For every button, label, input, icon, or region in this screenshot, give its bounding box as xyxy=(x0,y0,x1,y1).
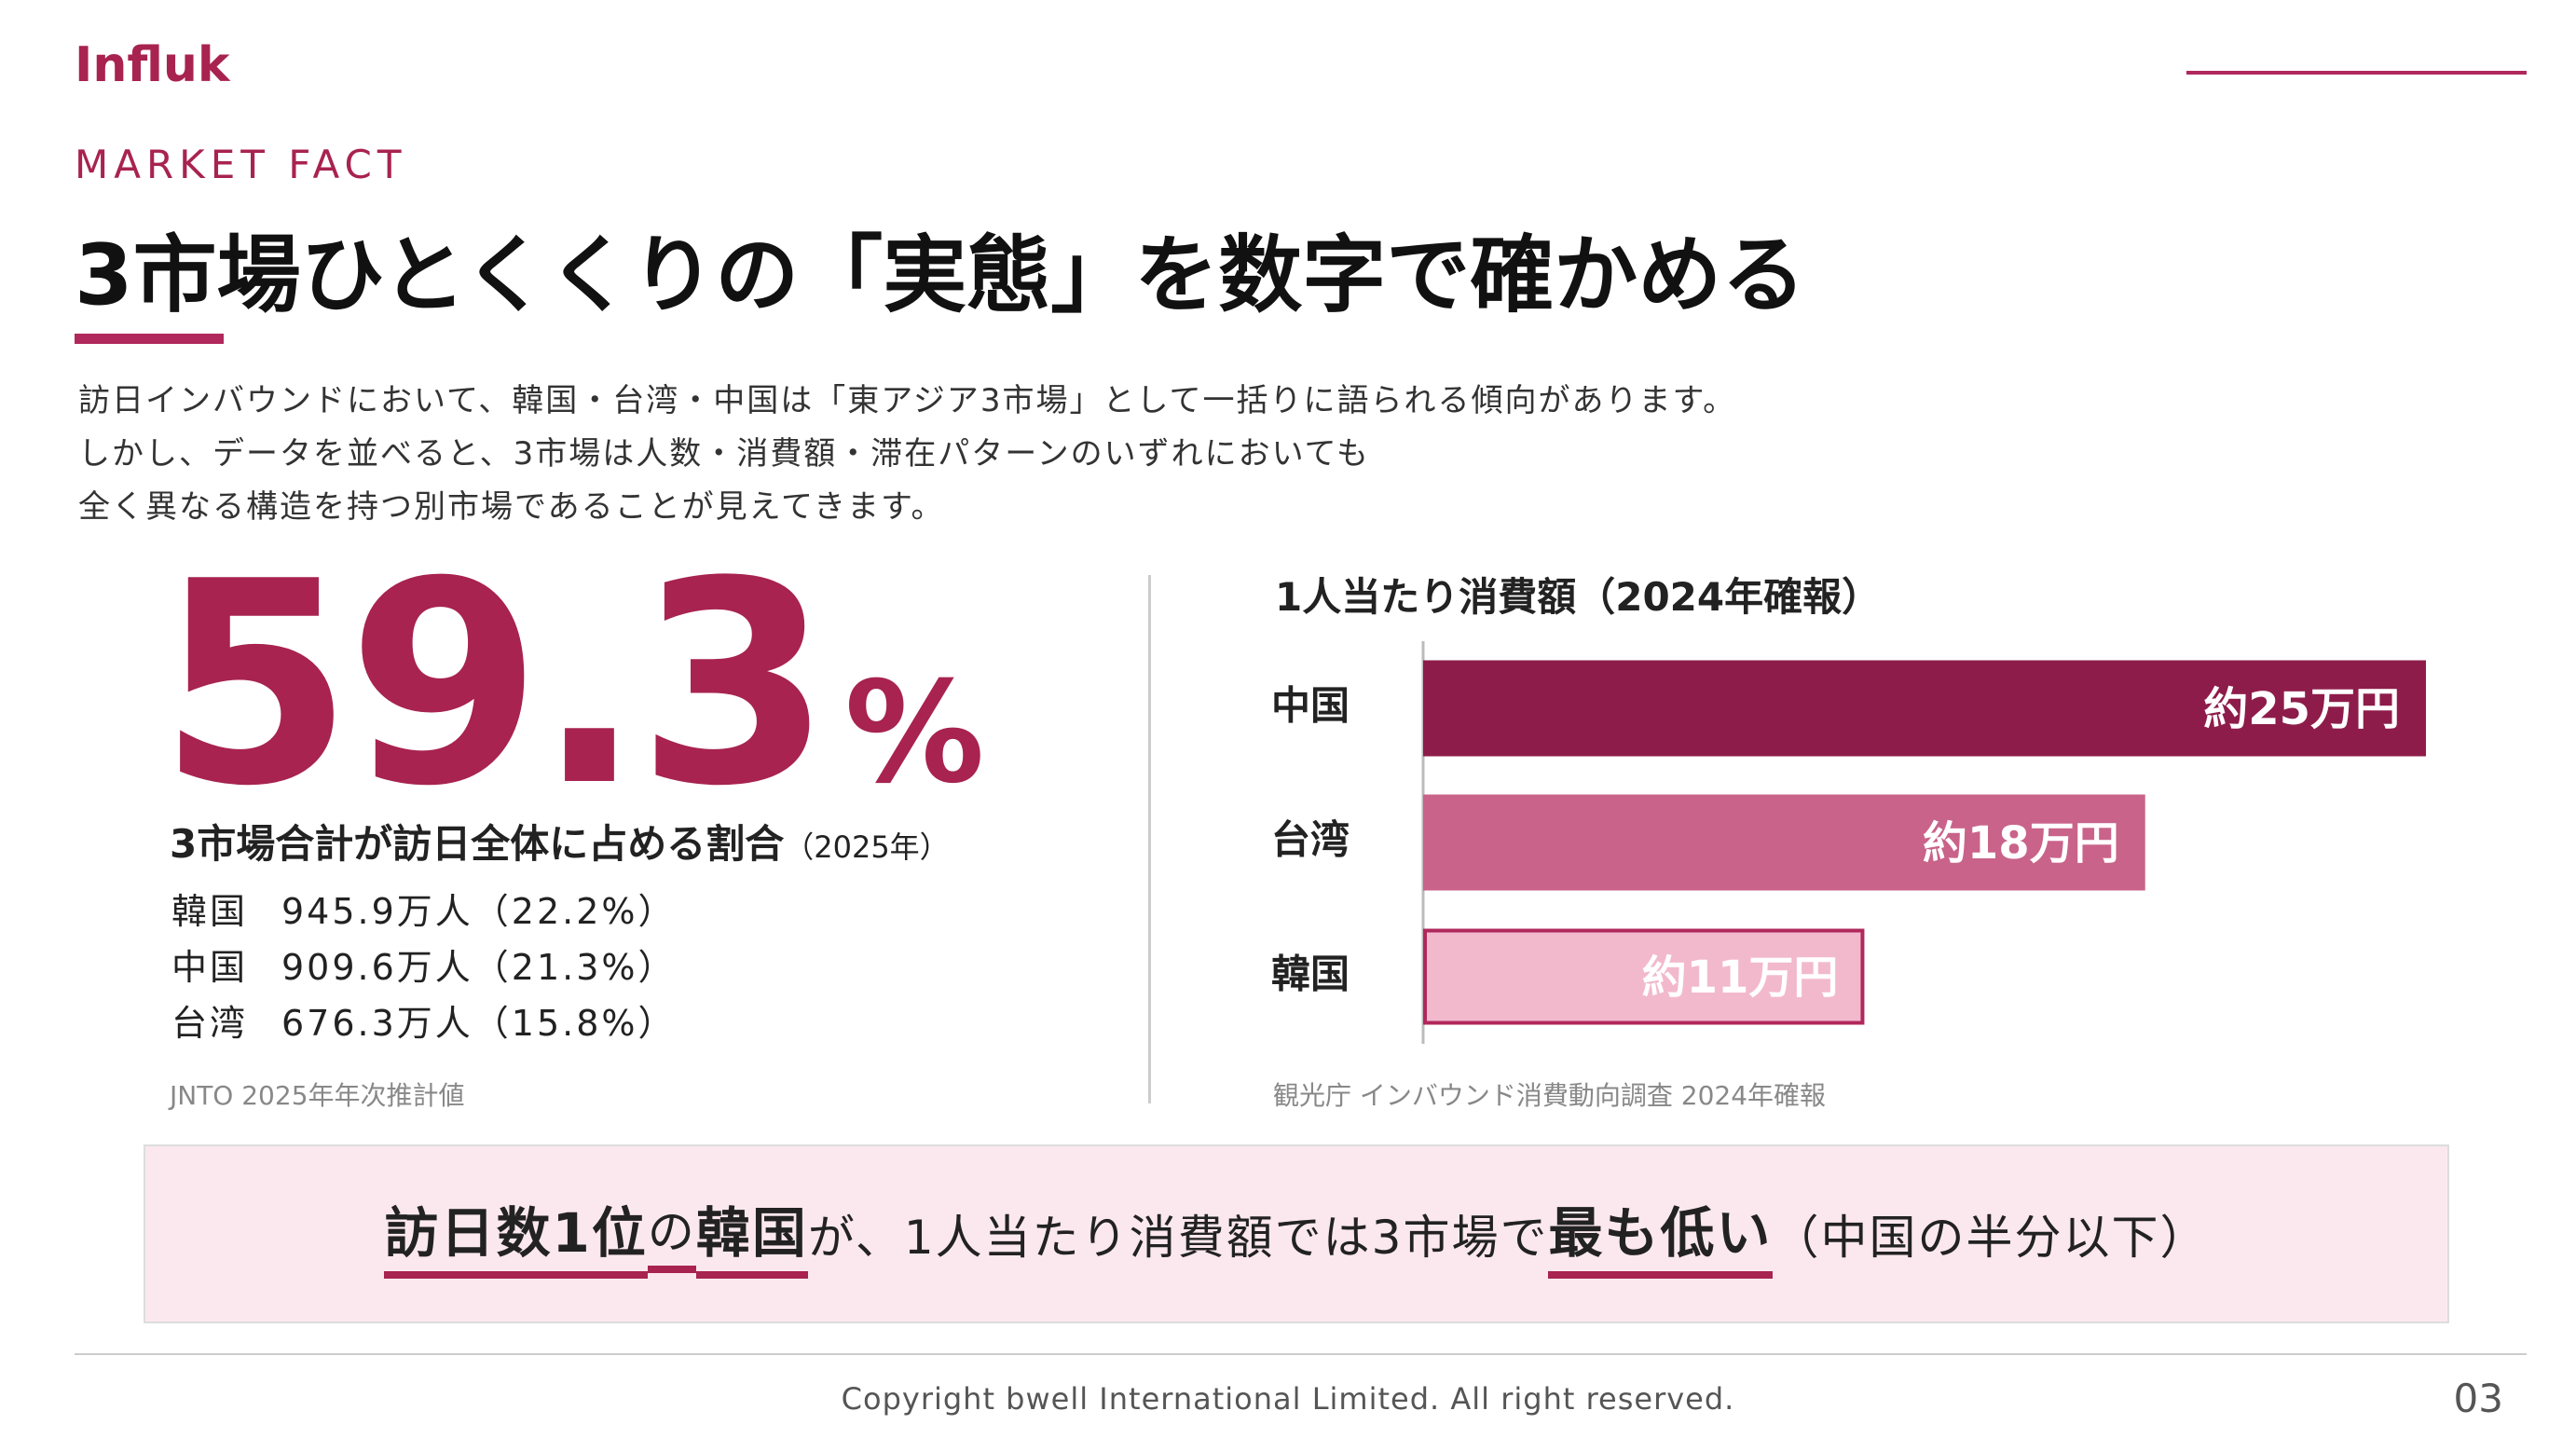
body-line: 訪日インバウンドにおいて、韓国・台湾・中国は「東アジア3市場」として一括りに語ら… xyxy=(78,382,1737,419)
row-value: 909.6万人（21.3%） xyxy=(281,947,677,988)
source: JNTO 2025年年次推計値 xyxy=(170,1080,465,1111)
stat-row: 台湾 676.3万人（15.8%） xyxy=(171,995,677,1051)
body-text: 訪日インバウンドにおいて、韓国・台湾・中国は「東アジア3市場」として一括りに語ら… xyxy=(78,375,1736,534)
category-label: 韓国 xyxy=(1271,952,1350,997)
stat-unit: % xyxy=(844,652,985,815)
callout-part: の xyxy=(647,1195,696,1273)
callout-part: 訪日数1位 xyxy=(384,1189,648,1279)
chart-title: 1人当たり消費額（2024年確報） xyxy=(1275,574,1882,620)
category-label: 台湾 xyxy=(1271,817,1350,863)
row-label: 韓国 xyxy=(171,891,249,932)
value-label: 約11万円 xyxy=(1642,952,1839,1004)
bar xyxy=(1423,660,2426,757)
callout-part: （中国の半分以下） xyxy=(1772,1211,2209,1265)
callout-part: 最も低い xyxy=(1548,1189,1773,1279)
copyright: Copyright bwell International Limited. A… xyxy=(841,1381,1735,1417)
stat-rows: 韓国 945.9万人（22.2%） 中国 909.6万人（21.3%） 台湾 676.3万… xyxy=(171,884,677,1051)
caption-note: （2025年） xyxy=(784,829,950,865)
bar xyxy=(1423,928,1865,1025)
stat-value: 59.3 xyxy=(158,522,831,847)
row-label: 中国 xyxy=(171,947,249,988)
category-label: 中国 xyxy=(1271,683,1350,729)
row-value: 676.3万人（15.8%） xyxy=(281,1003,677,1044)
stat-row: 中国 909.6万人（21.3%） xyxy=(171,939,677,995)
divider xyxy=(1148,575,1151,1103)
kicker: MARKET FACT xyxy=(75,142,407,187)
bar xyxy=(1423,794,2145,891)
logo: Influk xyxy=(75,37,230,93)
row-value: 945.9万人（22.2%） xyxy=(281,891,677,932)
value-label: 約18万円 xyxy=(1923,817,2119,870)
title-underline xyxy=(75,334,224,344)
value-label: 約25万円 xyxy=(2203,683,2400,735)
caption: 3市場合計が訪日全体に占める割合 xyxy=(170,821,785,867)
callout: 訪日数1位の韓国 が、1人当たり消費額では3市場で 最も低い （中国の半分以下） xyxy=(144,1144,2449,1323)
row-label: 台湾 xyxy=(171,1003,249,1044)
callout-part: 韓国 xyxy=(695,1189,808,1279)
stat-caption: 3市場合計が訪日全体に占める割合（2025年） xyxy=(170,813,950,870)
body-line: しかし、データを並べると、3市場は人数・消費額・滞在パターンのいずれにおいても xyxy=(78,435,1370,473)
page-number: 03 xyxy=(2453,1376,2503,1421)
callout-part: が、1人当たり消費額では3市場で xyxy=(807,1211,1549,1265)
footer-line xyxy=(75,1353,2527,1355)
stat-row: 韓国 945.9万人（22.2%） xyxy=(171,884,677,939)
big-stat: 59.3% xyxy=(158,522,984,847)
body-line: 全く異なる構造を持つ別市場であることが見えてきます。 xyxy=(78,488,945,526)
source: 観光庁 インバウンド消費動向調査 2024年確報 xyxy=(1273,1080,1827,1111)
accent-line xyxy=(2186,71,2527,75)
title: 3市場ひとくくりの「実態」を数字で確かめる xyxy=(75,226,1806,324)
